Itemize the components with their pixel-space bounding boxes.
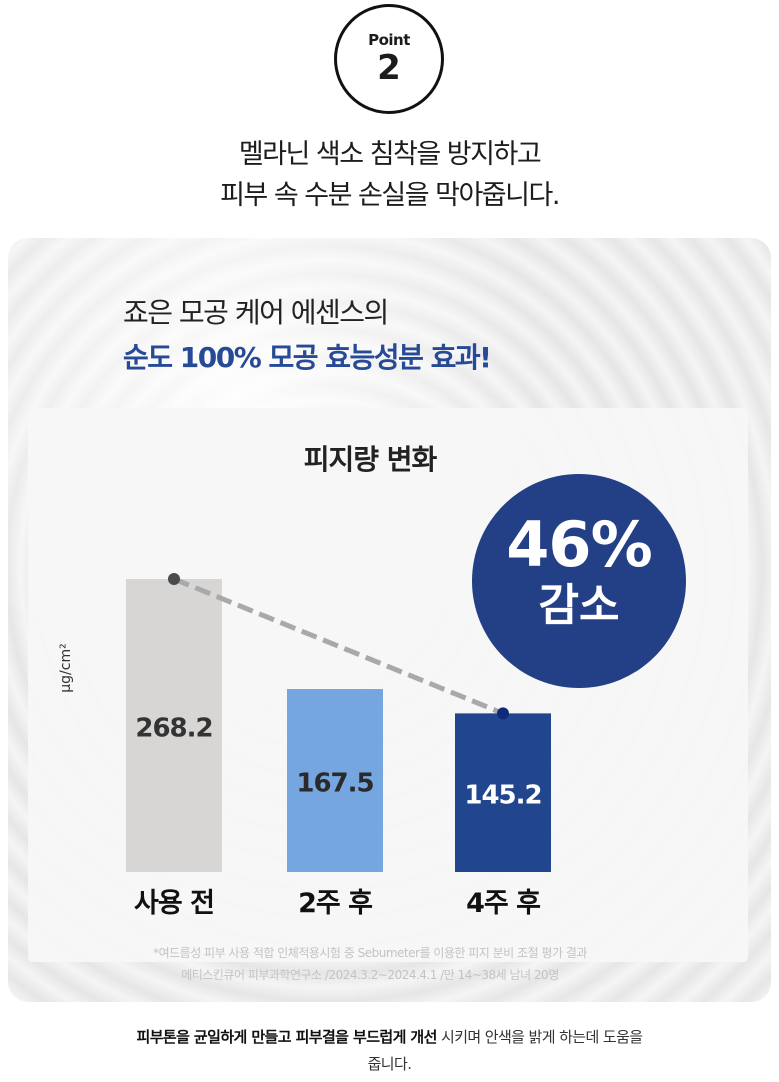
- reduction-label: 감소: [538, 580, 620, 631]
- headline-line-1: 멜라닌 색소 침착을 방지하고: [238, 139, 542, 170]
- trend-point-1: [168, 573, 180, 585]
- point-number: 2: [377, 48, 401, 88]
- category-label-3: 4주 후: [466, 888, 540, 919]
- bottom-description: 피부톤을 균일하게 만들고 피부결을 부드럽게 개선 시키며 안색을 밝게 하는…: [0, 1024, 779, 1078]
- bottom-line-2: 줍니다.: [367, 1055, 412, 1073]
- bar-2: [287, 689, 383, 872]
- headline-line-2: 피부 속 수분 손실을 막아줍니다.: [220, 180, 560, 211]
- point-label: Point: [368, 31, 410, 49]
- point-badge: Point 2: [334, 4, 444, 114]
- bottom-bold-text: 피부톤을 균일하게 만들고 피부결을 부드럽게 개선: [136, 1028, 438, 1046]
- bar-value-label-1: 268.2: [135, 714, 212, 744]
- footnote-line-2: 메티스킨큐어 피부과학연구소 /2024.3.2~2024.4.1 /만 14~…: [181, 968, 559, 982]
- footnote: *여드름성 피부 사용 적합 인체적용시험 중 Sebumeter를 이용한 피…: [0, 942, 740, 986]
- bar-3: [455, 713, 551, 872]
- footnote-line-1: *여드름성 피부 사용 적합 인체적용시험 중 Sebumeter를 이용한 피…: [153, 946, 587, 960]
- panel-highlight: 순도 100% 모공 효능성분 효과!: [123, 341, 492, 374]
- headline: 멜라닌 색소 침착을 방지하고 피부 속 수분 손실을 막아줍니다.: [0, 134, 779, 216]
- bar-1: [126, 579, 222, 872]
- reduction-percent: 46%: [506, 508, 652, 581]
- trend-line: [173, 576, 504, 716]
- category-label-2: 2주 후: [298, 888, 372, 919]
- chart-title: 피지량 변화: [303, 443, 438, 476]
- panel-subtitle: 죠은 모공 케어 에센스의: [123, 296, 389, 329]
- bar-value-label-2: 167.5: [296, 769, 373, 799]
- bar-value-label-3: 145.2: [464, 781, 541, 811]
- category-label-1: 사용 전: [134, 888, 214, 919]
- bottom-rest-text: 시키며 안색을 밝게 하는데 도움을: [436, 1028, 643, 1046]
- bottom-line-1: 피부톤을 균일하게 만들고 피부결을 부드럽게 개선 시키며 안색을 밝게 하는…: [0, 1024, 779, 1051]
- trend-point-3: [497, 707, 509, 720]
- reduction-badge: 46% 감소: [472, 474, 686, 688]
